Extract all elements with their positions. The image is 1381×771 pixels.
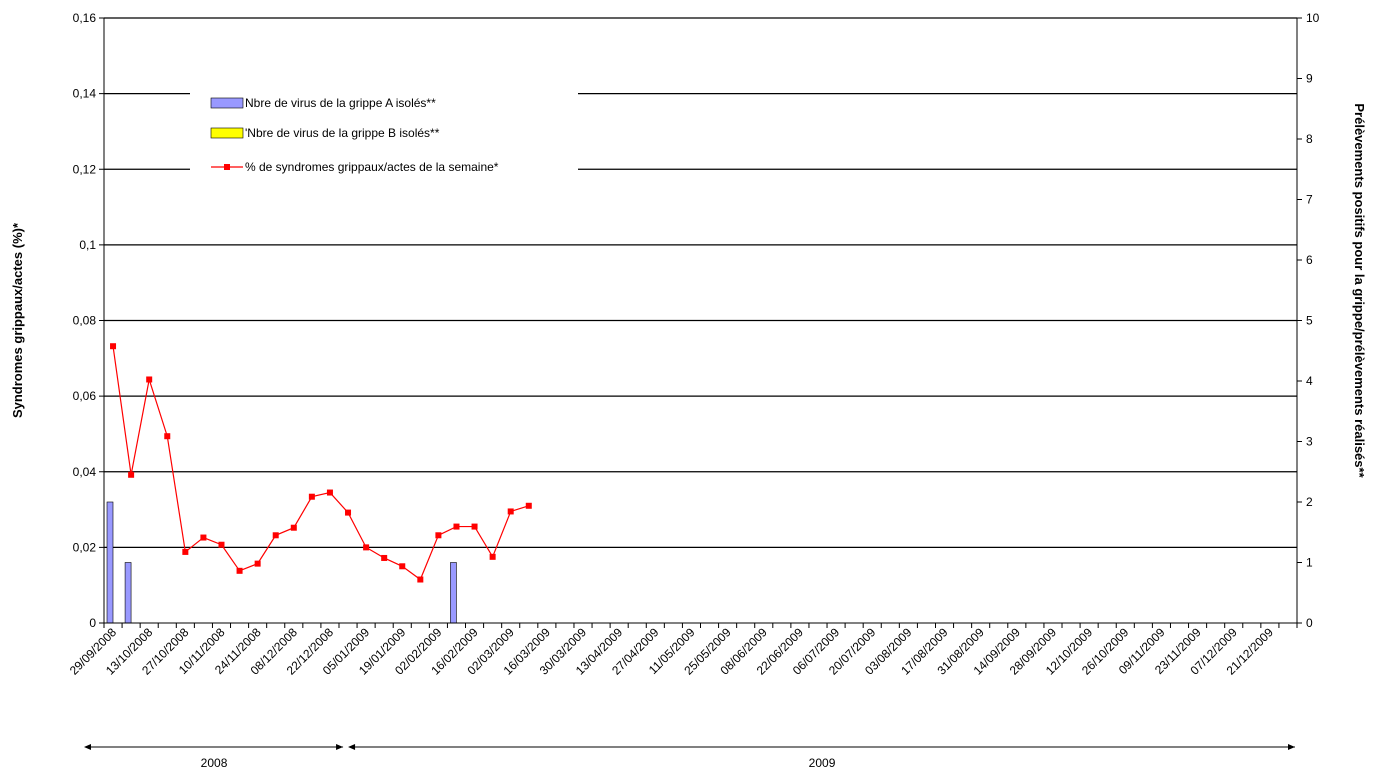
- line-point: [381, 554, 388, 561]
- y-right-tick-label: 8: [1306, 132, 1313, 146]
- y-left-tick-label: 0,02: [73, 540, 97, 554]
- line-point: [489, 553, 496, 560]
- legend-swatch: [210, 97, 244, 109]
- line-point: [471, 523, 478, 530]
- y-right-tick-label: 10: [1306, 11, 1320, 25]
- line-point: [308, 493, 315, 500]
- y-left-tick-label: 0: [89, 616, 96, 630]
- y-right-tick-label: 0: [1306, 616, 1313, 630]
- y-left-tick-label: 0,16: [73, 11, 97, 25]
- y-right-tick-label: 7: [1306, 193, 1313, 207]
- line-point: [272, 532, 279, 539]
- line-point: [507, 508, 514, 515]
- gridlines: [104, 17, 1297, 549]
- bar: [450, 562, 457, 624]
- legend-label: % de syndromes grippaux/actes de la sema…: [245, 160, 499, 174]
- y-axis-right-label: Prélèvements positifs pour la grippe/pré…: [1352, 103, 1367, 478]
- bars: [106, 501, 457, 624]
- line-point: [182, 548, 189, 555]
- bar: [124, 562, 132, 624]
- year-span-label: 2009: [809, 756, 836, 770]
- line-series: [110, 343, 532, 583]
- legend-label: 'Nbre de virus de la grippe B isolés**: [245, 126, 440, 140]
- line-point: [200, 534, 207, 541]
- line-point: [345, 509, 352, 516]
- y-left-tick-label: 0,1: [79, 238, 96, 252]
- y-axis-left-label: Syndromes grippaux/actes (%)*: [10, 222, 25, 418]
- y-left-tick-label: 0,06: [73, 389, 97, 403]
- line-point: [326, 489, 333, 496]
- bar: [106, 501, 114, 624]
- line-point: [110, 343, 117, 350]
- line-point: [399, 563, 406, 570]
- y-right-tick-label: 2: [1306, 495, 1313, 509]
- axes: 0 0,02 0,04 0,06 0,08 0,1 0,12 0,14 0,16 0 1 2 3 4 5 6 7…: [67, 11, 1320, 678]
- y-left-tick-label: 0,08: [73, 314, 97, 328]
- line-point: [453, 523, 460, 530]
- line-point: [363, 544, 370, 551]
- y-right-tick-label: 6: [1306, 253, 1313, 267]
- legend-swatch: [210, 127, 244, 139]
- line-point: [128, 471, 135, 478]
- y-right-tick-label: 9: [1306, 72, 1313, 86]
- y-right-tick-label: 3: [1306, 435, 1313, 449]
- line-point: [164, 433, 171, 440]
- y-right-tick-label: 5: [1306, 314, 1313, 328]
- y-left-tick-label: 0,14: [73, 87, 97, 101]
- legend: Nbre de virus de la grippe A isolés** 'Nb…: [210, 96, 499, 174]
- year-spans: 2008 2009: [84, 744, 1295, 770]
- line-point: [218, 541, 225, 548]
- line-point: [435, 532, 442, 539]
- line-point: [417, 576, 424, 583]
- y-left-tick-label: 0,04: [73, 465, 97, 479]
- line-path: [112, 346, 529, 581]
- line-point: [290, 524, 297, 531]
- y-right-tick-label: 1: [1306, 556, 1313, 570]
- line-point: [236, 567, 243, 574]
- year-span-label: 2008: [201, 756, 228, 770]
- line-point: [254, 560, 261, 567]
- legend-label: Nbre de virus de la grippe A isolés**: [245, 96, 436, 110]
- line-point: [525, 502, 532, 509]
- y-right-tick-label: 4: [1306, 374, 1313, 388]
- legend-marker: [224, 164, 230, 170]
- line-point: [146, 376, 153, 383]
- y-left-tick-label: 0,12: [73, 162, 97, 176]
